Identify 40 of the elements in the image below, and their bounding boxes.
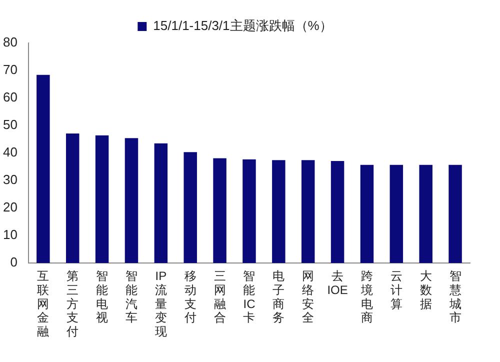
bar <box>360 164 374 263</box>
x-tick-label: 智慧城市 <box>448 269 462 325</box>
y-tick-label: 20 <box>2 200 18 215</box>
bar <box>242 159 256 263</box>
bar <box>66 133 80 263</box>
bar <box>124 138 138 263</box>
x-tick-label: 网络安全 <box>302 269 314 325</box>
bar <box>154 143 168 263</box>
x-tick-label: 第三方支付 <box>66 269 79 338</box>
bar <box>95 135 109 263</box>
x-tick-label: 智能汽车 <box>125 269 138 325</box>
y-tick-label: 60 <box>2 90 18 105</box>
y-tick-label: 70 <box>2 62 18 78</box>
legend-label: 15/1/1-15/3/1主题涨跌幅（%） <box>153 18 332 34</box>
y-tick-label: 30 <box>2 172 18 188</box>
x-tick-label: 智能IC卡 <box>243 269 256 325</box>
bar <box>390 164 404 263</box>
y-tick-label: 10 <box>2 227 18 242</box>
bar <box>272 160 286 263</box>
x-tick-label: IP流量变现 <box>154 269 167 338</box>
y-tick-label: 80 <box>2 34 18 50</box>
x-tick-label: 大数据 <box>420 269 432 311</box>
x-tick-label: 跨境电商 <box>360 269 373 325</box>
x-tick-label: 去IOE <box>327 269 348 298</box>
x-tick-label: 电子商务 <box>272 269 285 325</box>
y-tick-label: 50 <box>2 117 18 132</box>
x-tick-label: 云计算 <box>390 269 402 311</box>
bar <box>301 160 315 263</box>
x-tick-label: 互联网金融 <box>37 269 50 338</box>
x-tick-label: 移动支付 <box>183 269 196 325</box>
bar <box>330 160 344 263</box>
bar <box>184 152 197 263</box>
x-tick-label: 智能电视 <box>96 269 108 325</box>
bar <box>213 158 226 263</box>
bar <box>448 164 462 263</box>
bar <box>419 164 432 263</box>
bar <box>36 74 50 263</box>
x-tick-label: 三网融合 <box>214 269 226 325</box>
y-tick-label: 40 <box>2 144 18 160</box>
y-tick-label: 0 <box>10 254 18 270</box>
